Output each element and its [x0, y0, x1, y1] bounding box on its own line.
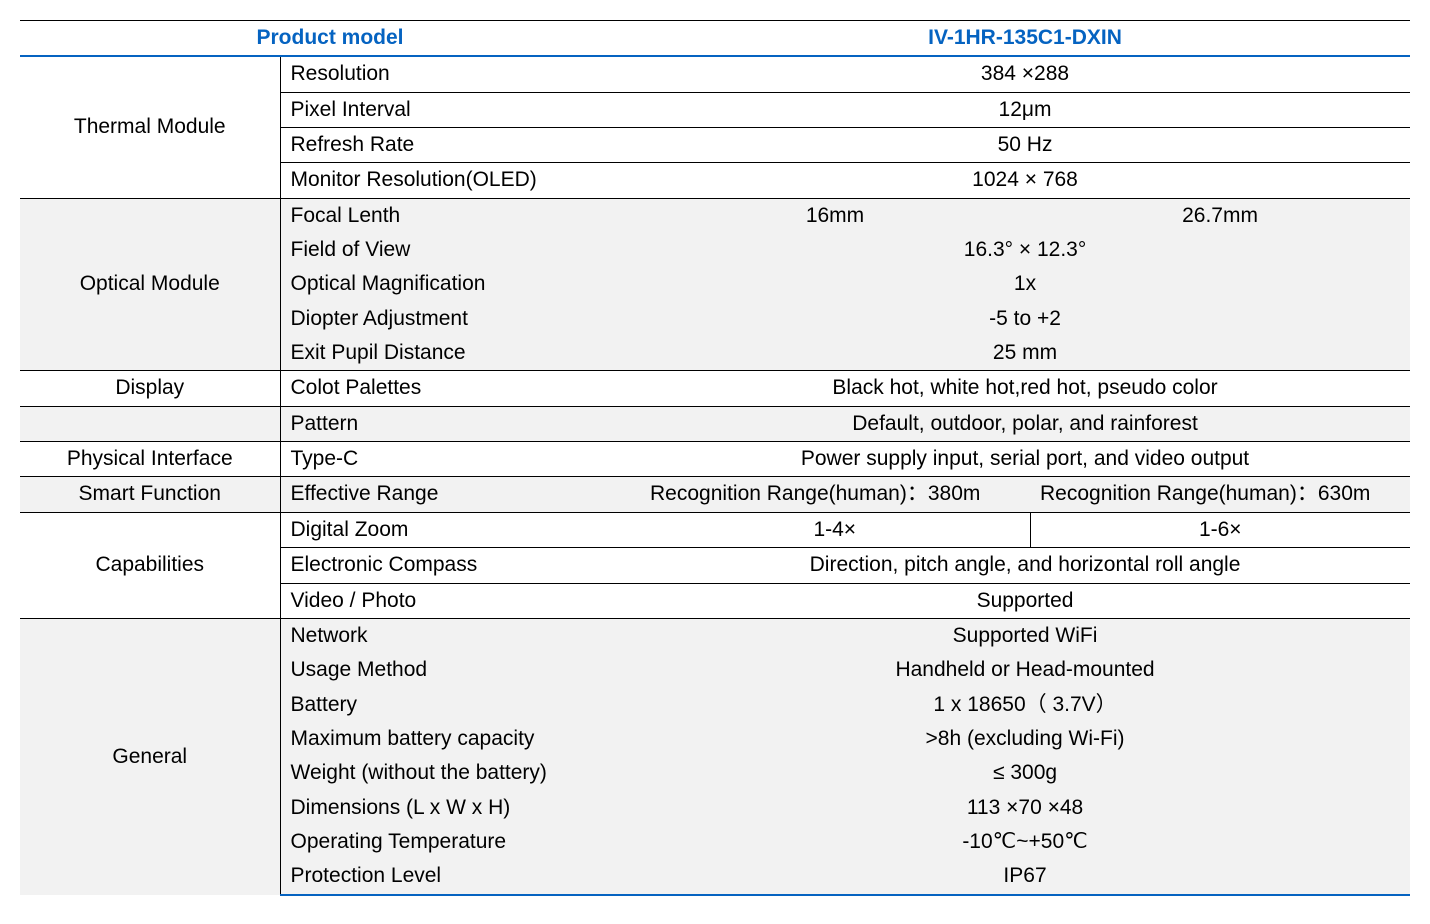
category-cell: Display: [20, 371, 280, 406]
value-cell: 50 Hz: [640, 128, 1410, 163]
header-row: Product model IV-1HR-135C1-DXIN: [20, 21, 1410, 57]
value-cell: >8h (excluding Wi-Fi): [640, 722, 1410, 756]
param-cell: Refresh Rate: [280, 128, 640, 163]
table-row: Optical ModuleFocal Lenth16mm26.7mm: [20, 198, 1410, 233]
param-cell: Focal Lenth: [280, 198, 640, 233]
value-cell: Handheld or Head-mounted: [640, 653, 1410, 687]
param-cell: Optical Magnification: [280, 267, 640, 301]
param-cell: Field of View: [280, 233, 640, 267]
table-row: GeneralNetworkSupported WiFi: [20, 618, 1410, 653]
value-cell: Black hot, white hot,red hot, pseudo col…: [640, 371, 1410, 406]
value-cell: Power supply input, serial port, and vid…: [640, 442, 1410, 477]
param-cell: Pixel Interval: [280, 92, 640, 127]
category-cell: Capabilities: [20, 512, 280, 618]
table-row: CapabilitiesDigital Zoom1-4×1-6×: [20, 512, 1410, 547]
category-cell: Physical Interface: [20, 442, 280, 477]
param-cell: Diopter Adjustment: [280, 302, 640, 336]
spec-table: Product model IV-1HR-135C1-DXIN Thermal …: [20, 20, 1410, 896]
param-cell: Usage Method: [280, 653, 640, 687]
param-cell: Maximum battery capacity: [280, 722, 640, 756]
value-cell: Default, outdoor, polar, and rainforest: [640, 406, 1410, 441]
param-cell: Effective Range: [280, 477, 640, 512]
table-row: PatternDefault, outdoor, polar, and rain…: [20, 406, 1410, 441]
value-cell: 26.7mm: [1030, 198, 1410, 233]
category-cell: [20, 406, 280, 441]
category-cell: General: [20, 618, 280, 894]
value-cell: 113 ×70 ×48: [640, 791, 1410, 825]
param-cell: Exit Pupil Distance: [280, 336, 640, 371]
param-cell: Protection Level: [280, 859, 640, 894]
value-cell: IP67: [640, 859, 1410, 894]
param-cell: Operating Temperature: [280, 825, 640, 859]
value-cell: 1x: [640, 267, 1410, 301]
table-row: Thermal ModuleResolution384 ×288: [20, 56, 1410, 92]
table-row: Smart FunctionEffective RangeRecognition…: [20, 477, 1410, 512]
param-cell: Weight (without the battery): [280, 756, 640, 790]
header-left: Product model: [20, 21, 640, 57]
value-cell: 384 ×288: [640, 56, 1410, 92]
param-cell: Monitor Resolution(OLED): [280, 163, 640, 198]
param-cell: Dimensions (L x W x H): [280, 791, 640, 825]
param-cell: Battery: [280, 688, 640, 722]
value-cell: ≤ 300g: [640, 756, 1410, 790]
value-cell: 12μm: [640, 92, 1410, 127]
value-cell: 1-6×: [1030, 512, 1410, 547]
value-cell: Supported: [640, 583, 1410, 618]
value-cell: 16.3° × 12.3°: [640, 233, 1410, 267]
header-right: IV-1HR-135C1-DXIN: [640, 21, 1410, 57]
value-cell: 25 mm: [640, 336, 1410, 371]
value-cell: -5 to +2: [640, 302, 1410, 336]
value-cell: -10℃~+50℃: [640, 825, 1410, 859]
value-cell: 1-4×: [640, 512, 1030, 547]
param-cell: Network: [280, 618, 640, 653]
value-cell: Recognition Range(human)：630m: [1030, 477, 1410, 512]
param-cell: Resolution: [280, 56, 640, 92]
category-cell: Optical Module: [20, 198, 280, 371]
value-cell: Direction, pitch angle, and horizontal r…: [640, 548, 1410, 583]
param-cell: Pattern: [280, 406, 640, 441]
param-cell: Video / Photo: [280, 583, 640, 618]
value-cell: 1 x 18650（ 3.7V）: [640, 688, 1410, 722]
table-row: Physical InterfaceType-CPower supply inp…: [20, 442, 1410, 477]
value-cell: Recognition Range(human)：380m: [640, 477, 1030, 512]
category-cell: Thermal Module: [20, 56, 280, 198]
param-cell: Colot Palettes: [280, 371, 640, 406]
value-cell: Supported WiFi: [640, 618, 1410, 653]
table-row: DisplayColot PalettesBlack hot, white ho…: [20, 371, 1410, 406]
value-cell: 16mm: [640, 198, 1030, 233]
value-cell: 1024 × 768: [640, 163, 1410, 198]
category-cell: Smart Function: [20, 477, 280, 512]
param-cell: Electronic Compass: [280, 548, 640, 583]
param-cell: Digital Zoom: [280, 512, 640, 547]
param-cell: Type-C: [280, 442, 640, 477]
